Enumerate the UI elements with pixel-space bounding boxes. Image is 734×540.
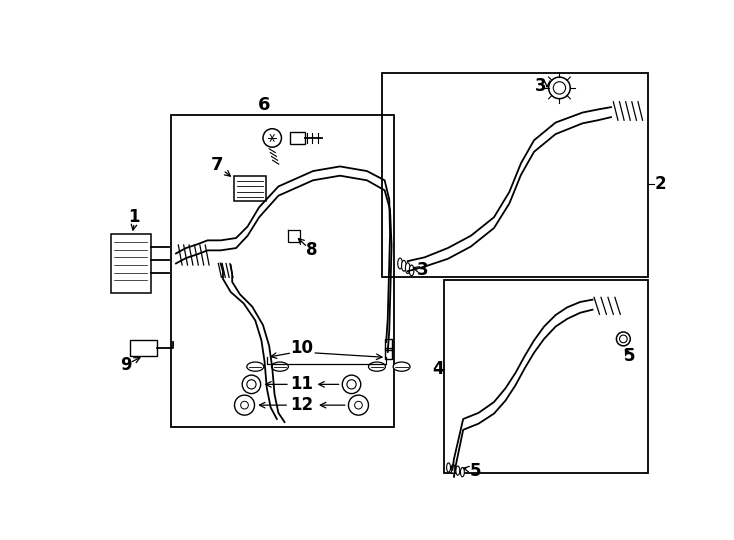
Text: 5: 5 [624, 347, 635, 365]
Text: 3: 3 [417, 261, 429, 279]
Text: 5: 5 [469, 462, 481, 480]
Text: 7: 7 [211, 156, 223, 174]
Bar [233, 177, 266, 201]
Text: 3: 3 [535, 77, 547, 96]
Ellipse shape [393, 362, 410, 372]
Bar [130, 340, 158, 356]
Ellipse shape [451, 464, 455, 474]
Ellipse shape [410, 265, 414, 276]
Ellipse shape [446, 463, 451, 472]
Bar [444, 280, 648, 473]
Text: 8: 8 [306, 241, 317, 259]
Text: 10: 10 [290, 339, 313, 357]
Text: 1: 1 [128, 208, 140, 226]
Bar [111, 234, 150, 293]
Text: 2: 2 [654, 175, 666, 193]
Text: 6: 6 [258, 96, 271, 114]
Ellipse shape [398, 258, 402, 269]
Ellipse shape [460, 468, 465, 477]
Bar [382, 72, 648, 276]
Text: 9: 9 [120, 356, 131, 374]
Ellipse shape [272, 362, 288, 372]
Ellipse shape [456, 466, 459, 475]
Ellipse shape [368, 362, 385, 372]
Ellipse shape [401, 260, 406, 271]
Text: 4: 4 [433, 360, 444, 378]
Bar [170, 115, 394, 427]
Ellipse shape [405, 262, 410, 273]
Ellipse shape [247, 362, 264, 372]
Text: 12: 12 [290, 396, 313, 414]
Bar [290, 132, 305, 144]
Text: 11: 11 [290, 375, 313, 393]
